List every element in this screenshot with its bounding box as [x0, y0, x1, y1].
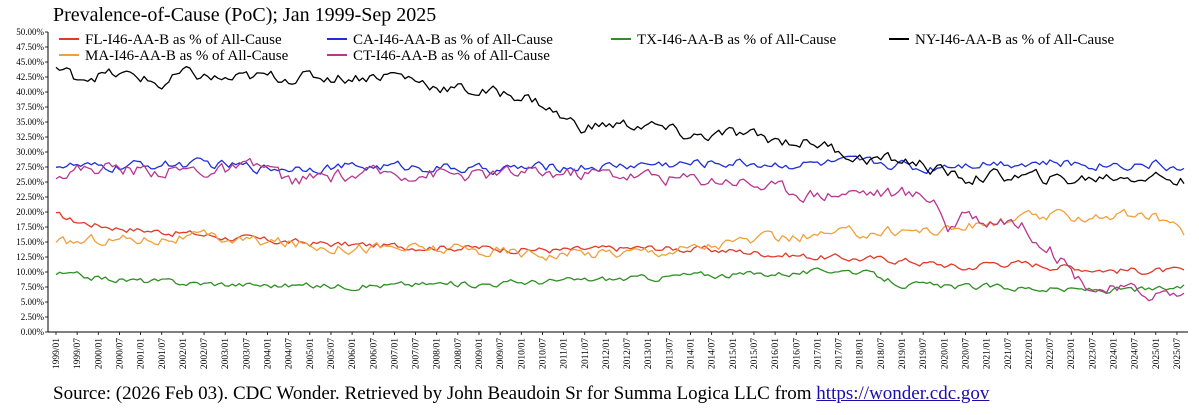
x-tick-label: 2006/01: [348, 338, 358, 369]
x-tick-label: 2018/01: [856, 338, 866, 369]
x-tick-label: 1999/01: [52, 338, 62, 369]
x-tick-label: 2021/07: [1004, 338, 1014, 369]
x-tick-label: 2016/07: [792, 338, 802, 369]
legend-label: TX-I46-AA-B as % of All-Cause: [637, 32, 836, 48]
series-line: [55, 157, 1185, 302]
series-line: [55, 208, 1185, 261]
y-tick-label: 10.00%: [16, 267, 44, 277]
x-tick-label: 2010/01: [517, 338, 527, 369]
y-tick-label: 27.50%: [16, 162, 44, 172]
y-tick-label: 25.00%: [16, 177, 44, 187]
series-line: [55, 155, 1185, 176]
x-tick-label: 2017/01: [813, 338, 823, 369]
x-tick-label: 2011/07: [581, 338, 591, 369]
x-tick-label: 2014/01: [687, 338, 697, 369]
y-tick-label: 2.50%: [21, 312, 45, 322]
series-line: [55, 211, 1185, 275]
x-tick-label: 2013/01: [644, 338, 654, 369]
x-tick-label: 2007/01: [390, 338, 400, 369]
chart: Prevalence-of-Cause (PoC); Jan 1999-Sep …: [16, 4, 1188, 369]
y-tick-label: 37.50%: [16, 102, 44, 112]
source-link[interactable]: https://wonder.cdc.gov: [816, 383, 990, 404]
y-tick-label: 45.00%: [16, 57, 44, 67]
y-tick-label: 12.50%: [16, 252, 44, 262]
x-tick-label: 2003/01: [221, 338, 231, 369]
x-tick-label: 2005/07: [327, 338, 337, 369]
y-tick-label: 40.00%: [16, 87, 44, 97]
x-axis: 1999/01 1999/07 2000/01 2000/07 2001/01 2001/…: [48, 331, 1188, 369]
x-tick-label: 2025/07: [1173, 338, 1183, 369]
legend-label: FL-I46-AA-B as % of All-Cause: [85, 32, 282, 48]
y-tick-label: 35.00%: [16, 117, 44, 127]
x-tick-label: 2000/01: [94, 338, 104, 369]
x-tick-label: 2022/07: [1046, 338, 1056, 369]
legend-label: NY-I46-AA-B as % of All-Cause: [915, 32, 1114, 48]
x-tick-label: 1999/07: [73, 338, 83, 369]
x-tick-label: 2005/01: [306, 338, 316, 369]
source-note: Source: (2026 Feb 03). CDC Wonder. Retri…: [53, 383, 989, 405]
x-tick-label: 2012/01: [602, 338, 612, 369]
y-tick-label: 50.00%: [16, 27, 44, 37]
chart-title: Prevalence-of-Cause (PoC); Jan 1999-Sep …: [53, 4, 436, 26]
series-line: [55, 267, 1185, 295]
source-text: Source: (2026 Feb 03). CDC Wonder. Retri…: [53, 383, 817, 404]
series-line: [55, 65, 1185, 186]
y-axis: 0.00% 2.50% 5.00% 7.50% 10.00% 12.50% 15.00% 17…: [16, 27, 49, 337]
y-tick-label: 7.50%: [21, 282, 45, 292]
x-tick-label: 2022/01: [1025, 338, 1035, 369]
y-tick-label: 32.50%: [16, 132, 44, 142]
x-tick-label: 2019/07: [919, 338, 929, 369]
y-tick-label: 0.00%: [21, 327, 45, 337]
x-tick-label: 2024/01: [1110, 338, 1120, 369]
x-tick-label: 2015/07: [750, 338, 760, 369]
x-tick-label: 2015/01: [729, 338, 739, 369]
x-tick-label: 2018/07: [877, 338, 887, 369]
x-tick-label: 2001/07: [158, 338, 168, 369]
x-tick-label: 2008/01: [433, 338, 443, 369]
x-tick-label: 2011/01: [560, 338, 570, 369]
plot-area: [55, 65, 1185, 302]
x-tick-label: 2021/01: [983, 338, 993, 369]
x-tick-label: 2010/07: [538, 338, 548, 369]
x-tick-label: 2023/01: [1067, 338, 1077, 369]
y-tick-label: 20.00%: [16, 207, 44, 217]
x-tick-label: 2007/07: [412, 338, 422, 369]
y-tick-label: 15.00%: [16, 237, 44, 247]
y-tick-label: 22.50%: [16, 192, 44, 202]
x-tick-label: 2019/01: [898, 338, 908, 369]
x-tick-label: 2012/07: [623, 338, 633, 369]
x-tick-label: 2024/07: [1131, 338, 1141, 369]
x-tick-label: 2016/01: [771, 338, 781, 369]
y-tick-label: 47.50%: [16, 42, 44, 52]
x-tick-label: 2004/01: [264, 338, 274, 369]
x-tick-label: 2009/01: [475, 338, 485, 369]
x-tick-label: 2004/07: [285, 338, 295, 369]
x-tick-label: 2014/07: [708, 338, 718, 369]
y-tick-label: 30.00%: [16, 147, 44, 157]
x-tick-label: 2003/07: [242, 338, 252, 369]
x-tick-label: 2002/01: [179, 338, 189, 369]
x-tick-label: 2025/01: [1152, 338, 1162, 369]
x-tick-label: 2000/07: [115, 338, 125, 369]
x-tick-label: 2008/07: [454, 338, 464, 369]
x-tick-label: 2020/07: [961, 338, 971, 369]
legend-label: CT-I46-AA-B as % of All-Cause: [353, 48, 550, 64]
x-tick-label: 2013/07: [665, 338, 675, 369]
y-tick-label: 17.50%: [16, 222, 44, 232]
x-tick-label: 2006/07: [369, 338, 379, 369]
y-tick-label: 5.00%: [21, 297, 45, 307]
x-tick-label: 2001/01: [137, 338, 147, 369]
legend-label: MA-I46-AA-B as % of All-Cause: [85, 48, 289, 64]
y-tick-label: 42.50%: [16, 72, 44, 82]
legend: FL-I46-AA-B as % of All-Cause CA-I46-AA-B…: [59, 32, 1114, 64]
x-tick-label: 2023/07: [1088, 338, 1098, 369]
legend-label: CA-I46-AA-B as % of All-Cause: [353, 32, 553, 48]
x-tick-label: 2020/01: [940, 338, 950, 369]
x-tick-label: 2002/07: [200, 338, 210, 369]
x-tick-label: 2017/07: [835, 338, 845, 369]
x-tick-label: 2009/07: [496, 338, 506, 369]
